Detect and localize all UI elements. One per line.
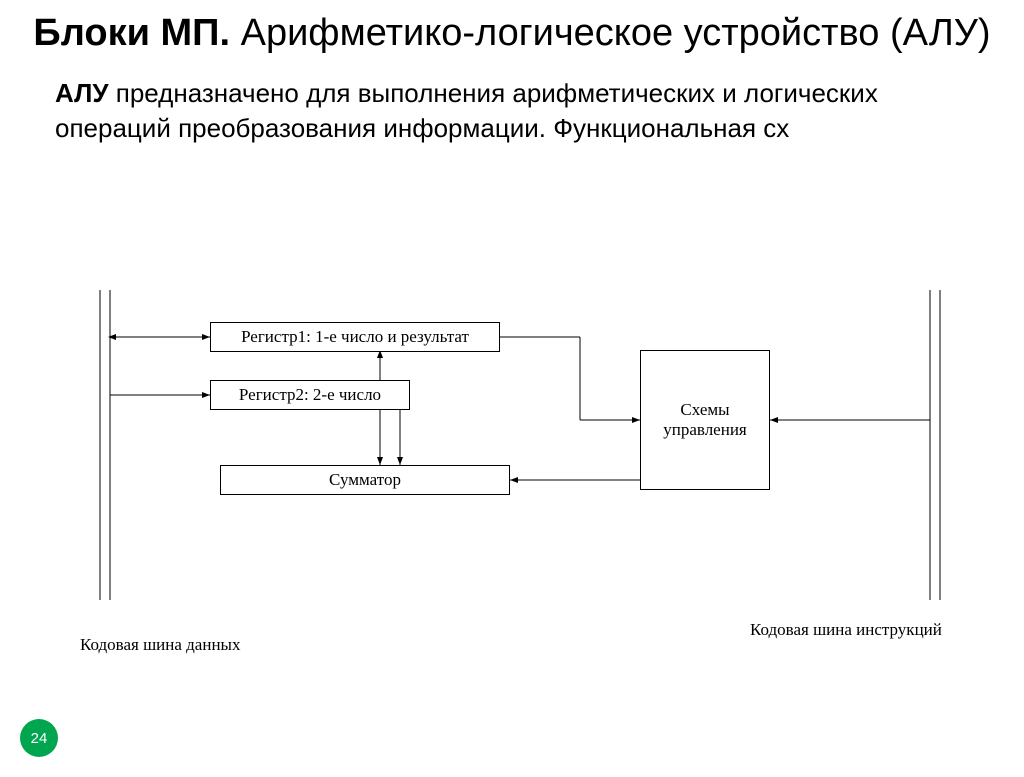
page-number-badge: 24	[20, 719, 58, 757]
node-control: Схемы управления	[640, 350, 770, 490]
para-rest: предназначено для выполнения арифметичес…	[55, 78, 878, 143]
slide-title: Блоки МП. Арифметико-логическое устройст…	[0, 10, 1024, 58]
node-register1: Регистр1: 1-е число и результат	[210, 322, 500, 352]
node-register2: Регистр2: 2-е число	[210, 380, 410, 410]
title-bold: Блоки МП.	[33, 12, 230, 54]
node-register1-label: Регистр1: 1-е число и результат	[241, 327, 469, 347]
para-bold: АЛУ	[55, 78, 109, 108]
node-summator-label: Сумматор	[329, 470, 401, 490]
label-right-bus: Кодовая шина инструкций	[750, 620, 942, 640]
label-left-bus: Кодовая шина данных	[80, 635, 240, 655]
alu-diagram: Регистр1: 1-е число и результат Регистр2…	[80, 290, 960, 670]
node-register2-label: Регистр2: 2-е число	[239, 385, 381, 405]
slide-paragraph: АЛУ предназначено для выполнения арифмет…	[55, 76, 969, 146]
node-summator: Сумматор	[220, 465, 510, 495]
title-rest: Арифметико-логическое устройство (АЛУ)	[230, 12, 991, 54]
page-number: 24	[31, 730, 48, 747]
node-control-label: Схемы управления	[647, 400, 763, 440]
